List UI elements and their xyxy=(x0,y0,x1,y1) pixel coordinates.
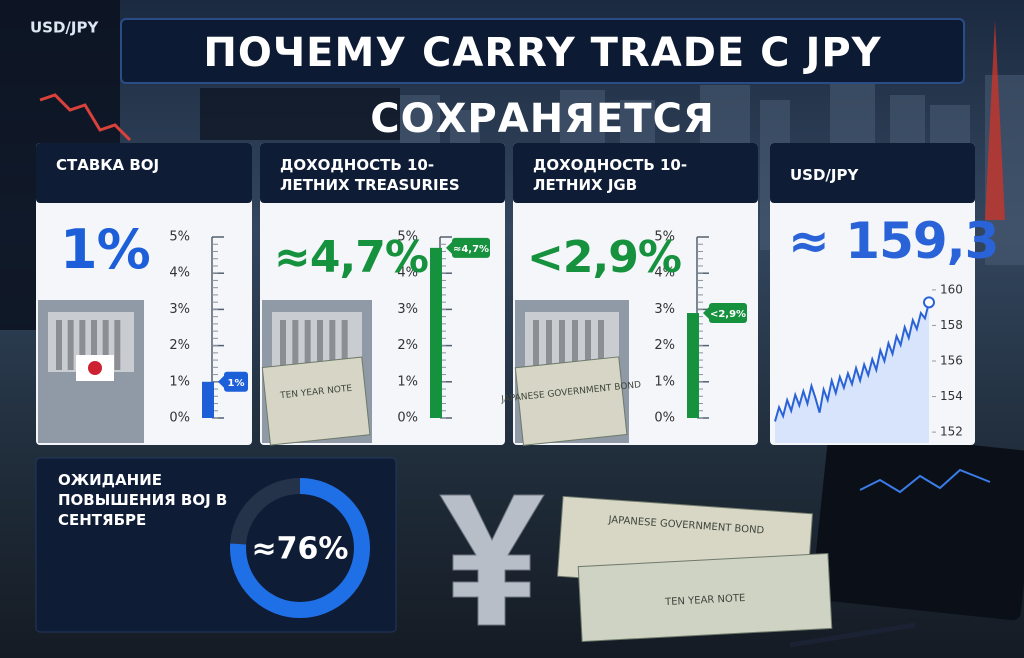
tower xyxy=(985,20,1005,220)
tick-label: 1% xyxy=(169,374,190,389)
donut-label: ≈76% xyxy=(252,532,349,567)
screen-label: USD/JPY xyxy=(30,19,99,37)
tick-label: 4% xyxy=(654,266,675,281)
big-value: ≈4,7% xyxy=(274,232,429,283)
column xyxy=(304,320,311,370)
card-title: ОЖИДАНИЕ ПОВЫШЕНИЯ BOJ В СЕНТЯБРЕ xyxy=(58,471,228,529)
badge-arrow xyxy=(703,307,709,320)
last-point xyxy=(923,296,935,309)
tick-label: 156 xyxy=(940,354,963,368)
badge xyxy=(452,237,490,258)
banknote xyxy=(514,356,628,446)
column xyxy=(56,320,62,370)
pen xyxy=(789,622,916,648)
card xyxy=(35,457,397,633)
column xyxy=(598,320,604,370)
card-header xyxy=(36,143,252,203)
card-title: СТАВКА BOJ xyxy=(56,156,160,174)
badge-arrow xyxy=(446,241,452,254)
column xyxy=(292,320,299,370)
column xyxy=(114,320,121,370)
column xyxy=(533,320,539,370)
tick-label: 2% xyxy=(397,338,418,353)
badge-label: ≈4,7% xyxy=(453,244,489,255)
banknote xyxy=(261,356,371,446)
area xyxy=(775,302,929,443)
badge-label: 1% xyxy=(228,378,245,389)
line xyxy=(774,302,930,422)
tick-label: 2% xyxy=(169,338,190,353)
big-value: ≈ 159,3 xyxy=(788,212,999,270)
tick-label: 0% xyxy=(654,411,675,426)
tick-label: 4% xyxy=(397,266,418,281)
tick-label: 152 xyxy=(940,425,963,439)
tick-label: 0% xyxy=(397,411,418,426)
tick-label: 1% xyxy=(397,374,418,389)
tick-label: 3% xyxy=(654,302,675,317)
bar xyxy=(202,381,214,418)
note-text: TEN YEAR NOTE xyxy=(664,593,746,608)
column xyxy=(102,320,109,370)
tick-label: 0% xyxy=(169,411,190,426)
big-value: 1% xyxy=(60,218,151,281)
card-title: ДОХОДНОСТЬ 10-ЛЕТНИХ JGB xyxy=(533,156,688,194)
tablet-chart xyxy=(859,468,991,494)
tick-label: 154 xyxy=(940,389,963,403)
flag-sun xyxy=(88,361,102,375)
card-header xyxy=(770,143,975,203)
note xyxy=(577,552,833,643)
tick-label: 158 xyxy=(940,318,963,332)
tick-label: 3% xyxy=(169,302,190,317)
tick-label: 5% xyxy=(169,230,190,245)
tick-label: 2% xyxy=(654,338,675,353)
tick-label: 3% xyxy=(397,302,418,317)
column xyxy=(91,320,97,370)
column xyxy=(546,320,552,370)
card-header xyxy=(513,143,758,203)
column xyxy=(280,320,286,370)
column xyxy=(317,320,323,370)
bar xyxy=(687,313,699,418)
badge-arrow xyxy=(218,375,224,388)
tick-label: 1% xyxy=(654,374,675,389)
badge xyxy=(224,371,248,392)
column xyxy=(559,320,565,370)
donut-arc xyxy=(230,478,370,618)
tick-label: 160 xyxy=(940,282,963,296)
tablet xyxy=(811,430,1024,621)
column xyxy=(585,320,591,370)
title: ПОЧЕМУ CARRY TRADE С JPY СОХРАНЯЕТСЯ xyxy=(120,18,965,142)
badge xyxy=(709,303,747,324)
screen xyxy=(200,88,400,140)
card-header xyxy=(260,143,505,203)
tick-label: 4% xyxy=(169,266,190,281)
column xyxy=(67,320,74,370)
yen-symbol xyxy=(439,494,545,626)
big-value: <2,9% xyxy=(527,232,682,283)
column xyxy=(572,320,578,370)
bar xyxy=(430,247,442,418)
tick-label: 5% xyxy=(654,230,675,245)
column xyxy=(79,320,86,370)
badge-label: <2,9% xyxy=(710,309,746,320)
card-title: USD/JPY xyxy=(790,166,859,184)
column xyxy=(341,320,348,370)
column xyxy=(329,320,336,370)
tick-label: 5% xyxy=(397,230,418,245)
screen-chart xyxy=(39,93,132,142)
card-title: ДОХОДНОСТЬ 10-ЛЕТНИХ TREASURIES xyxy=(280,156,460,194)
